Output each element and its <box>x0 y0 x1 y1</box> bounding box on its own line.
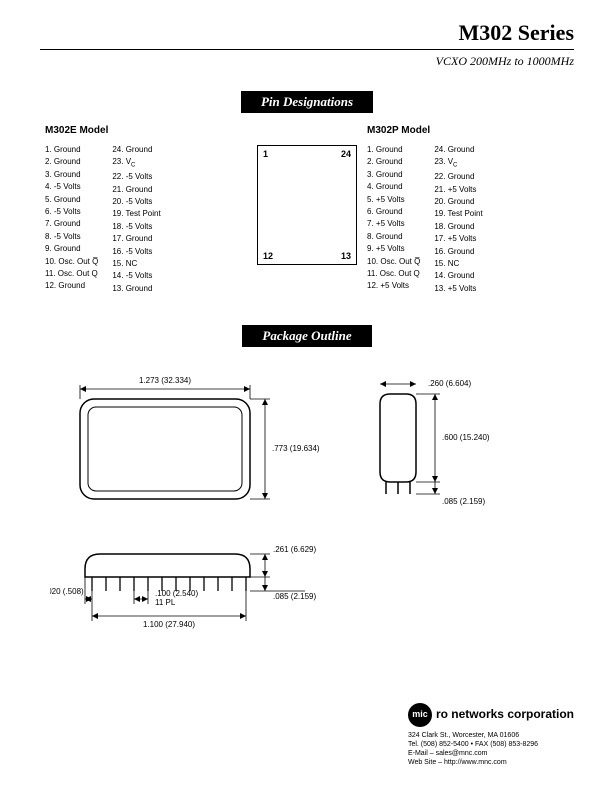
pin-row: 12. +5 Volts <box>367 280 420 292</box>
logo-icon: mic <box>408 703 432 727</box>
model-p-pins-right: 24. Ground23. VC22. Ground21. +5 Volts20… <box>434 144 482 295</box>
pin-row: 3. Ground <box>367 169 420 181</box>
pin-row: 1. Ground <box>367 144 420 156</box>
pin-row: 11. Osc. Out Q <box>45 268 98 280</box>
pin-row: 17. +5 Volts <box>434 233 482 245</box>
pin-row: 6. Ground <box>367 206 420 218</box>
pin-row: 23. VC <box>434 156 482 171</box>
svg-text:.773 (19.634): .773 (19.634) <box>272 444 320 453</box>
model-p-title: M302P Model <box>367 125 569 136</box>
pin-row: 10. Osc. Out Q̅ <box>367 256 420 268</box>
footer-web: Web Site – http://www.mnc.com <box>408 758 574 767</box>
pin-row: 2. Ground <box>367 156 420 168</box>
pin-row: 6. -5 Volts <box>45 206 98 218</box>
pin-corner-13: 13 <box>341 251 351 261</box>
pin-row: 14. Ground <box>434 270 482 282</box>
pin-row: 13. +5 Volts <box>434 283 482 295</box>
section-pin-designations: Pin Designations <box>241 91 373 113</box>
model-p-pins-left: 1. Ground2. Ground3. Ground4. Ground5. +… <box>367 144 420 295</box>
title-rule <box>40 49 574 50</box>
pin-corner-1: 1 <box>263 149 268 159</box>
pin-row: 12. Ground <box>45 280 98 292</box>
pin-row: 8. -5 Volts <box>45 231 98 243</box>
pin-row: 4. Ground <box>367 181 420 193</box>
svg-text:11 PL: 11 PL <box>155 598 176 607</box>
footer-tel: Tel. (508) 852-5400 • FAX (508) 853-8296 <box>408 740 574 749</box>
svg-text:.020 (.508): .020 (.508) <box>50 587 84 596</box>
pin-row: 9. Ground <box>45 243 98 255</box>
model-e-pins-left: 1. Ground2. Ground3. Ground4. -5 Volts5.… <box>45 144 98 295</box>
pin-row: 14. -5 Volts <box>112 270 160 282</box>
model-e-title: M302E Model <box>45 125 247 136</box>
svg-text:.260 (6.604): .260 (6.604) <box>428 379 471 388</box>
pin-row: 22. Ground <box>434 171 482 183</box>
svg-text:.100 (2.540): .100 (2.540) <box>155 589 198 598</box>
pin-designations-content: M302E Model 1. Ground2. Ground3. Ground4… <box>0 125 614 295</box>
pin-row: 10. Osc. Out Q̅ <box>45 256 98 268</box>
pin-row: 22. -5 Volts <box>112 171 160 183</box>
svg-text:.600 (15.240): .600 (15.240) <box>442 433 490 442</box>
company-name: ro networks corporation <box>436 707 574 723</box>
pin-row: 20. -5 Volts <box>112 196 160 208</box>
pin-row: 7. +5 Volts <box>367 218 420 230</box>
footer-email: E-Mail – sales@mnc.com <box>408 749 574 758</box>
pin-row: 4. -5 Volts <box>45 181 98 193</box>
series-subtitle: VCXO 200MHz to 1000MHz <box>0 54 574 69</box>
series-title: M302 Series <box>0 20 574 46</box>
svg-text:1.273 (32.334): 1.273 (32.334) <box>139 376 191 385</box>
pin-row: 18. -5 Volts <box>112 221 160 233</box>
pin-row: 5. Ground <box>45 194 98 206</box>
package-outline-drawing: 1.273 (32.334) .773 (19.634) .260 (6.604… <box>0 369 614 629</box>
footer-address: 324 Clark St., Worcester, MA 01606 <box>408 731 574 740</box>
pin-row: 11. Osc. Out Q <box>367 268 420 280</box>
svg-text:1.100 (27.940): 1.100 (27.940) <box>143 620 195 629</box>
pin-row: 9. +5 Volts <box>367 243 420 255</box>
pin-row: 5. +5 Volts <box>367 194 420 206</box>
pin-row: 19. Test Point <box>112 208 160 220</box>
pin-row: 15. NC <box>434 258 482 270</box>
pin-row: 23. VC <box>112 156 160 171</box>
pin-diagram: 1 24 12 13 <box>257 125 357 295</box>
model-e-pins-right: 24. Ground23. VC22. -5 Volts21. Ground20… <box>112 144 160 295</box>
pin-row: 13. Ground <box>112 283 160 295</box>
pin-corner-24: 24 <box>341 149 351 159</box>
section-package-outline: Package Outline <box>242 325 371 347</box>
pin-row: 19. Test Point <box>434 208 482 220</box>
svg-text:.261 (6.629): .261 (6.629) <box>273 545 316 554</box>
pin-row: 1. Ground <box>45 144 98 156</box>
pin-row: 2. Ground <box>45 156 98 168</box>
footer: mic ro networks corporation 324 Clark St… <box>408 703 574 767</box>
pin-row: 24. Ground <box>112 144 160 156</box>
svg-text:.085 (2.159): .085 (2.159) <box>442 497 485 506</box>
pin-row: 21. Ground <box>112 184 160 196</box>
pin-row: 17. Ground <box>112 233 160 245</box>
pin-row: 16. -5 Volts <box>112 246 160 258</box>
company-logo: mic ro networks corporation <box>408 703 574 727</box>
pin-corner-12: 12 <box>263 251 273 261</box>
pin-row: 21. +5 Volts <box>434 184 482 196</box>
svg-text:.085 (2.159): .085 (2.159) <box>273 592 316 601</box>
pin-row: 8. Ground <box>367 231 420 243</box>
pin-row: 7. Ground <box>45 218 98 230</box>
pin-row: 16. Ground <box>434 246 482 258</box>
pin-row: 24. Ground <box>434 144 482 156</box>
pin-row: 15. NC <box>112 258 160 270</box>
pin-row: 20. Ground <box>434 196 482 208</box>
pin-row: 18. Ground <box>434 221 482 233</box>
pin-row: 3. Ground <box>45 169 98 181</box>
